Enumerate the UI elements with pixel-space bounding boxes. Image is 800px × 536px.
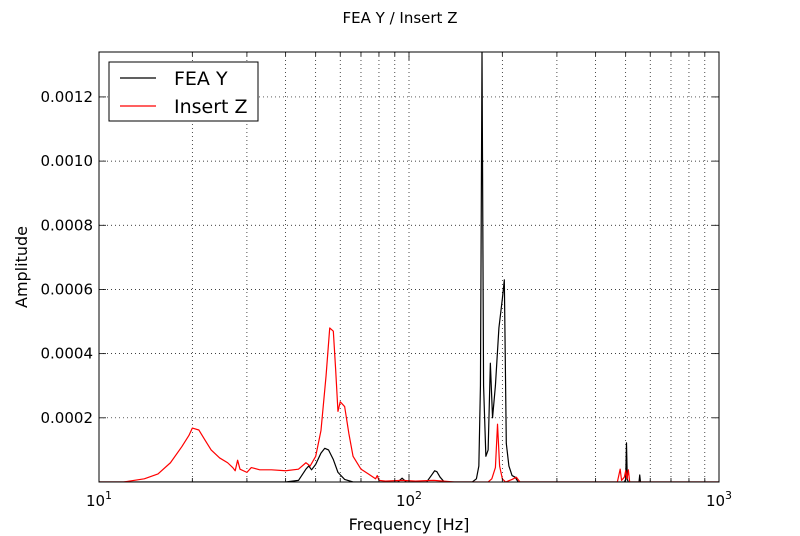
x-tick-labels: 101 102 103 <box>86 489 732 510</box>
x-axis-label: Frequency [Hz] <box>349 515 470 534</box>
legend: FEA Y Insert Z <box>108 61 259 122</box>
y-tick-label: 0.0006 <box>41 280 94 298</box>
series-line-insert-z <box>99 327 719 482</box>
legend-box <box>108 61 259 122</box>
y-tick-label: 0.0002 <box>41 409 94 427</box>
x-tick-label: 101 <box>86 489 112 510</box>
legend-label-fea-y: FEA Y <box>174 68 228 90</box>
y-tick-label: 0.0004 <box>41 345 94 363</box>
y-tick-label: 0.0012 <box>41 88 94 106</box>
y-tick-labels: 0.0002 0.0004 0.0006 0.0008 0.0010 0.0012 <box>41 88 94 427</box>
chart-title: FEA Y / Insert Z <box>343 9 458 27</box>
axis-ticks <box>99 52 719 482</box>
y-axis-label: Amplitude <box>12 226 31 308</box>
y-tick-label: 0.0010 <box>41 152 94 170</box>
plot-area <box>99 52 719 482</box>
legend-label-insert-z: Insert Z <box>174 96 248 118</box>
series-line-fea-y <box>99 52 719 482</box>
x-tick-label: 102 <box>396 489 422 510</box>
grid <box>99 52 719 482</box>
x-tick-label: 103 <box>706 489 732 510</box>
y-tick-label: 0.0008 <box>41 216 94 234</box>
